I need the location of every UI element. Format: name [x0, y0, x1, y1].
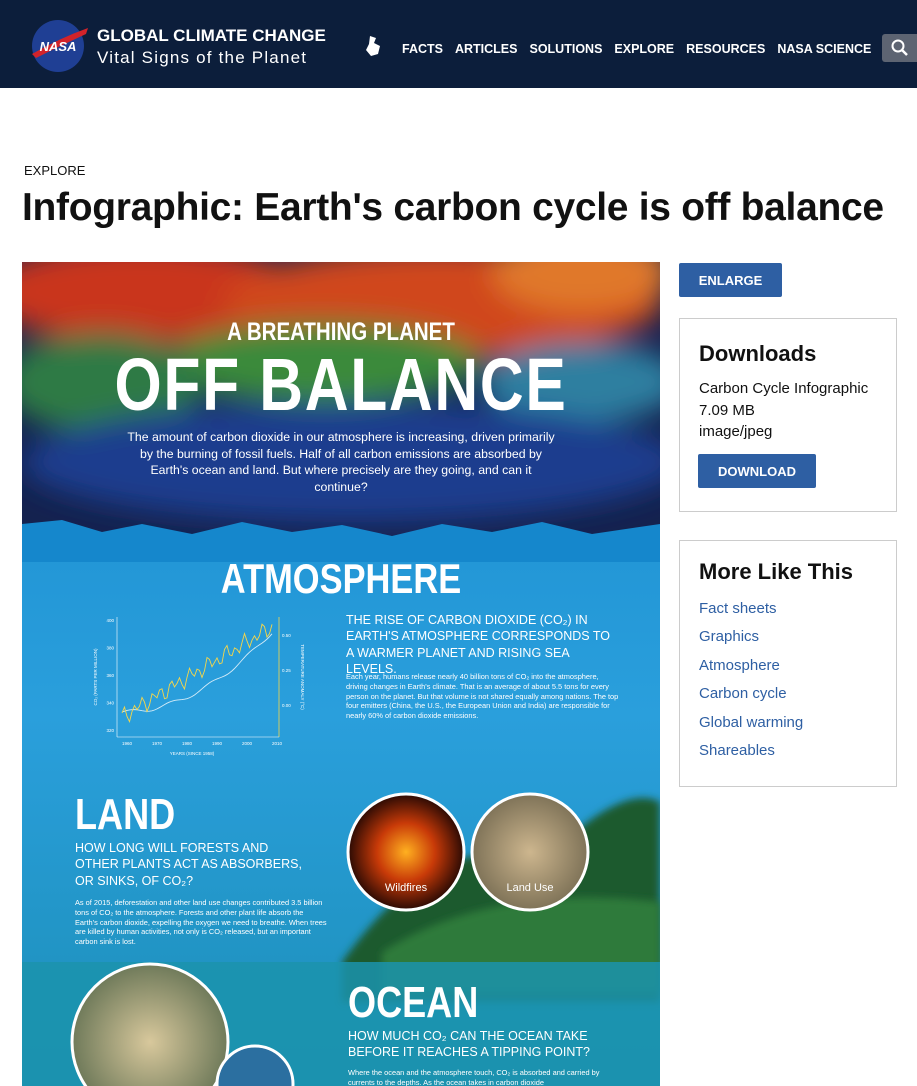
photo-label: Land Use — [480, 882, 580, 894]
section-body: Each year, humans release nearly 40 bill… — [346, 672, 622, 721]
nav-item[interactable]: ARTICLES — [455, 42, 518, 56]
tick-label: 0.50 — [282, 633, 291, 638]
section-heading: OCEAN — [348, 978, 478, 1028]
tick-label: 360 — [106, 673, 114, 678]
axis-label: CO₂ (PARTS PER MILLION) — [93, 648, 98, 706]
section-heading: LAND — [75, 790, 175, 840]
tick-label: 340 — [106, 701, 114, 706]
tick-label: 0.00 — [282, 703, 291, 708]
nav-item[interactable]: RESOURCES — [686, 42, 765, 56]
more-like-this-panel: More Like This Fact sheets Graphics Atmosp… — [679, 540, 897, 787]
tick-label: 1970 — [152, 741, 163, 746]
enlarge-button[interactable]: ENLARGE — [679, 263, 782, 297]
panel-heading: More Like This — [699, 559, 853, 585]
related-link[interactable]: Shareables — [699, 742, 775, 759]
tick-label: 0.25 — [282, 668, 291, 673]
related-link[interactable]: Graphics — [699, 628, 759, 645]
tick-label: 320 — [106, 728, 114, 733]
section-body: As of 2015, deforestation and other land… — [75, 898, 327, 947]
downloads-panel: Downloads Carbon Cycle Infographic 7.09 … — [679, 318, 897, 512]
search-button[interactable] — [882, 34, 917, 62]
tick-label: 1980 — [182, 741, 193, 746]
site-header: NASA GLOBAL CLIMATE CHANGE Vital Signs o… — [0, 0, 917, 88]
nasa-logo[interactable]: NASA — [30, 18, 90, 74]
tick-label: 2000 — [242, 741, 253, 746]
section-subheading: HOW LONG WILL FORESTS AND OTHER PLANTS A… — [75, 840, 311, 889]
related-link[interactable]: Global warming — [699, 714, 803, 731]
intro: The amount of carbon dioxide in our atmo… — [126, 429, 556, 495]
nav-item[interactable]: EXPLORE — [614, 42, 674, 56]
nav-item[interactable]: SOLUTIONS — [529, 42, 602, 56]
tick-label: 1990 — [212, 741, 223, 746]
section-subheading: THE RISE OF CARBON DIOXIDE (CO₂) IN EART… — [346, 612, 618, 677]
site-title[interactable]: GLOBAL CLIMATE CHANGE — [97, 26, 326, 46]
file-type: image/jpeg — [699, 423, 772, 440]
page: NASA GLOBAL CLIMATE CHANGE Vital Signs o… — [0, 0, 917, 1086]
panel-heading: Downloads — [699, 341, 816, 367]
related-link[interactable]: Carbon cycle — [699, 685, 787, 702]
headline: OFF BALANCE — [79, 342, 602, 427]
related-link[interactable]: Fact sheets — [699, 600, 777, 617]
logo-text: NASA — [40, 39, 77, 54]
photo-label: Wildfires — [356, 882, 456, 894]
file-name: Carbon Cycle Infographic — [699, 380, 868, 397]
section-body: Where the ocean and the atmosphere touch… — [348, 1068, 626, 1086]
download-button[interactable]: DOWNLOAD — [698, 454, 816, 488]
page-title: Infographic: Earth's carbon cycle is off… — [22, 186, 884, 230]
tick-label: 1960 — [122, 741, 133, 746]
tick-label: 380 — [106, 646, 114, 651]
breadcrumb[interactable]: EXPLORE — [24, 163, 85, 178]
tick-label: 400 — [106, 618, 114, 623]
axis-label: TEMPERATURE ANOMALY (°C) — [300, 644, 305, 710]
earth-icon[interactable] — [362, 34, 384, 58]
site-subtitle: Vital Signs of the Planet — [97, 48, 307, 68]
section-heading: ATMOSPHERE — [79, 555, 602, 603]
tick-label: 2010 — [272, 741, 283, 746]
infographic[interactable]: 400 380 360 340 320 0.50 0.25 0.00 1960 1970 1980 1… — [22, 262, 660, 1086]
nav-item[interactable]: NASA SCIENCE — [777, 42, 871, 56]
file-size: 7.09 MB — [699, 402, 755, 419]
related-link[interactable]: Atmosphere — [699, 657, 780, 674]
main-nav: FACTS ARTICLES SOLUTIONS EXPLORE RESOURCES NA… — [402, 42, 871, 56]
axis-label: YEARS (SINCE 1958) — [170, 751, 215, 756]
section-subheading: HOW MUCH CO₂ CAN THE OCEAN TAKE BEFORE I… — [348, 1028, 630, 1061]
nav-item[interactable]: FACTS — [402, 42, 443, 56]
